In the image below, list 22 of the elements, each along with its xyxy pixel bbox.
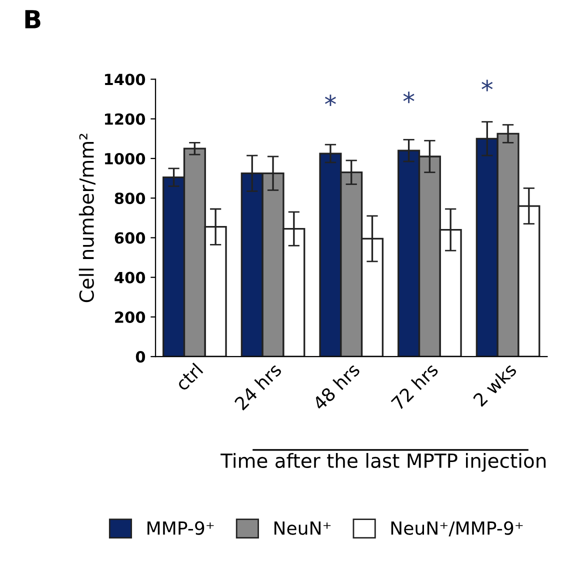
x-tick-label: 24 hrs [234, 362, 282, 411]
y-axis-title: Cell number/mm² [78, 134, 96, 302]
annotation: * [482, 80, 493, 92]
annotation: * [403, 92, 414, 104]
y-tick-label: 0 [136, 351, 146, 363]
x-tick-label: ctrl [174, 362, 204, 392]
x-tick-label: 48 hrs [312, 362, 361, 411]
y-tick-label: 600 [114, 232, 146, 244]
y-tick-label: 800 [114, 192, 146, 204]
x-tick-label: 72 hrs [390, 362, 439, 411]
y-tick-label: 1400 [105, 74, 146, 86]
x-tick-label: 2 wks [472, 362, 518, 408]
legend-label: NeuN⁺/MMP-9⁺ [391, 521, 523, 536]
annotation: * [324, 94, 336, 106]
y-tick-label: 400 [114, 272, 146, 284]
x-axis-title: Time after the last MPTP injection [220, 452, 546, 472]
chart-title: B [25, 10, 40, 28]
y-tick-label: 200 [115, 311, 146, 323]
legend-label: MMP-9⁺ [148, 521, 214, 535]
y-tick-label: 1200 [105, 113, 146, 125]
y-tick-label: 1000 [105, 152, 146, 164]
legend-label: NeuN⁺ [274, 522, 331, 535]
